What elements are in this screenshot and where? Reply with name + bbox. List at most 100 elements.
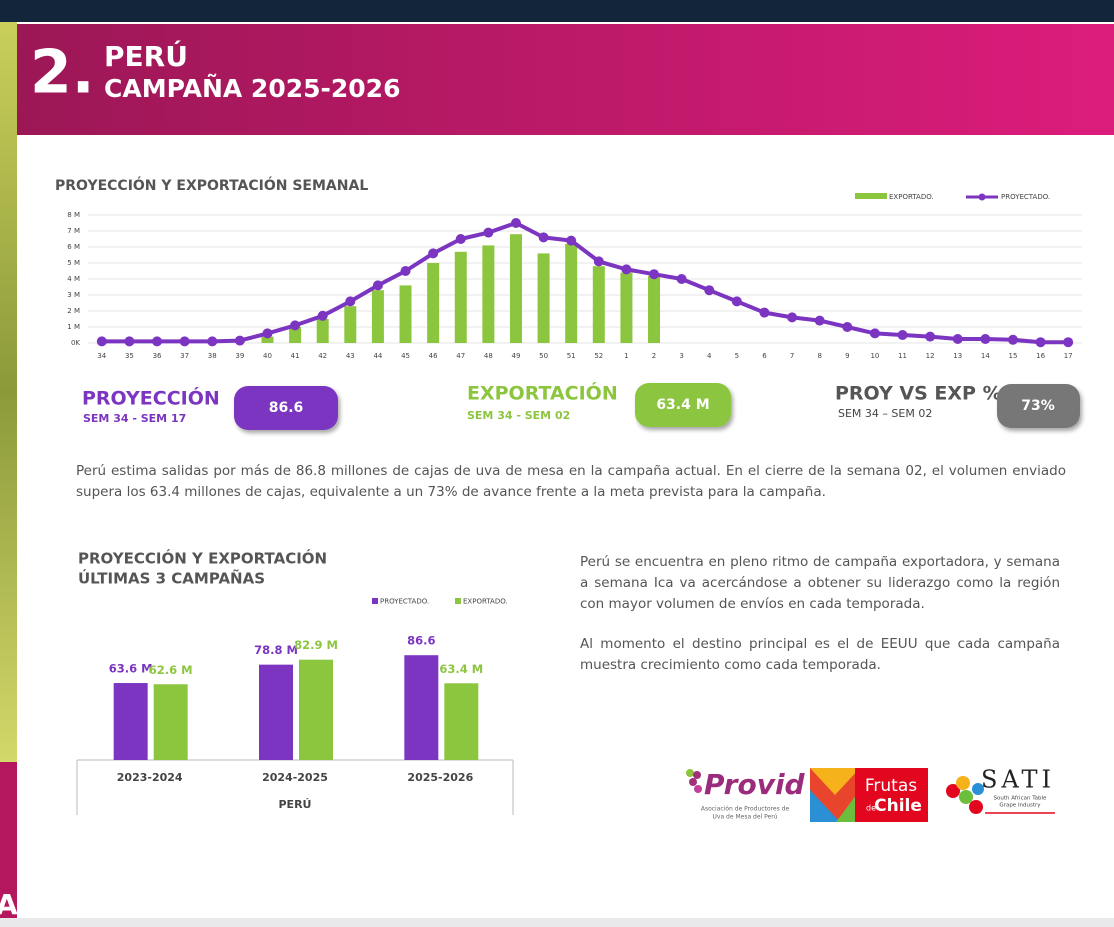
x-tick-label: 42: [318, 352, 327, 360]
kpi-label: EXPORTACIÓN: [467, 381, 618, 405]
kpi-value: 86.6: [269, 400, 304, 416]
line-point: [207, 336, 217, 346]
value-label: 86.6: [407, 634, 435, 648]
y-tick-label: 7 M: [67, 227, 80, 235]
x-tick-label: 15: [1009, 352, 1018, 360]
x-tick-label: 48: [484, 352, 493, 360]
kpi-period: SEM 34 - SEM 02: [467, 409, 570, 422]
x-tick-label: 3: [679, 352, 683, 360]
y-tick-label: 1 M: [67, 323, 80, 331]
logo-grape: [969, 800, 983, 814]
bar: [154, 684, 188, 760]
side-letter: A: [0, 888, 18, 921]
x-tick-label: 49: [512, 352, 521, 360]
logo-grape: [689, 778, 697, 786]
line-point: [842, 322, 852, 332]
summary: Perú estima salidas por más de 86.8 mill…: [76, 461, 1066, 503]
y-tick-label: 4 M: [67, 275, 80, 283]
x-tick-label: 2024-2025: [262, 771, 328, 784]
y-tick-label: 5 M: [67, 259, 80, 267]
line-point: [677, 274, 687, 284]
x-tick-label: 51: [567, 352, 576, 360]
line-point: [953, 334, 963, 344]
value-label: 63.6 M: [109, 662, 153, 676]
line-point: [345, 296, 355, 306]
x-tick-label: 39: [235, 352, 244, 360]
line-point: [594, 256, 604, 266]
x-axis-label: PERÚ: [279, 798, 312, 811]
side-photo: [0, 22, 17, 762]
legend-label: PROYECTADO.: [1001, 193, 1050, 201]
logo-sati: SATI: [981, 766, 1055, 794]
bar: [444, 683, 478, 760]
line-point: [704, 285, 714, 295]
bottom-bar: [0, 918, 1114, 927]
value-label: 78.8 M: [254, 643, 298, 657]
x-tick-label: 2: [652, 352, 656, 360]
y-tick-label: 8 M: [67, 211, 80, 219]
x-tick-label: 13: [953, 352, 962, 360]
x-tick-label: 14: [981, 352, 990, 360]
bar: [565, 244, 577, 343]
line-point: [180, 336, 190, 346]
line-point: [898, 330, 908, 340]
line-point: [483, 228, 493, 238]
x-tick-label: 5: [735, 352, 739, 360]
bar: [259, 665, 293, 760]
chart-title: PROYECCIÓN Y EXPORTACIÓN: [78, 549, 327, 568]
logo-text: Frutas: [865, 776, 917, 796]
bar: [427, 263, 439, 343]
bar: [455, 252, 467, 343]
x-tick-label: 2025-2026: [407, 771, 473, 784]
x-tick-label: 38: [208, 352, 217, 360]
line-point: [124, 336, 134, 346]
line-point: [787, 312, 797, 322]
x-tick-label: 45: [401, 352, 410, 360]
line-point: [732, 296, 742, 306]
page: A 2. PERÚ CAMPAÑA 2025-2026 PROYECCIÓN Y…: [0, 0, 1114, 927]
y-tick-label: 0K: [71, 339, 80, 347]
x-tick-label: 35: [125, 352, 134, 360]
bar: [114, 683, 148, 760]
legend-label: EXPORTADO.: [463, 598, 508, 606]
x-tick-label: 16: [1036, 352, 1045, 360]
x-tick-label: 41: [291, 352, 300, 360]
bar: [372, 290, 384, 343]
logo-grape: [693, 771, 701, 779]
x-tick-label: 44: [373, 352, 382, 360]
y-tick-label: 2 M: [67, 307, 80, 315]
line-point: [980, 334, 990, 344]
x-tick-label: 6: [762, 352, 767, 360]
line-point: [290, 320, 300, 330]
x-tick-label: 46: [429, 352, 438, 360]
y-tick-label: 3 M: [67, 291, 80, 299]
line-point: [566, 236, 576, 246]
bar: [510, 234, 522, 343]
logo-caption: Grape Industry: [999, 803, 1041, 809]
x-tick-label: 47: [456, 352, 465, 360]
bar: [482, 245, 494, 343]
x-tick-label: 2023-2024: [117, 771, 183, 784]
header-campaign: CAMPAÑA 2025-2026: [104, 74, 400, 103]
header-number: 2.: [30, 38, 95, 108]
kpi-label: PROY VS EXP %: [835, 383, 1002, 405]
line-point: [511, 218, 521, 228]
line-point: [815, 316, 825, 326]
line-point: [649, 269, 659, 279]
value-label: 62.6 M: [149, 663, 193, 677]
line-point: [262, 328, 272, 338]
bar: [344, 306, 356, 343]
line-point: [152, 336, 162, 346]
x-tick-label: 10: [870, 352, 879, 360]
bar: [400, 285, 412, 343]
line-point: [759, 308, 769, 318]
chart-subtitle: ÚLTIMAS 3 CAMPAÑAS: [78, 569, 265, 588]
x-tick-label: 11: [898, 352, 907, 360]
logo-provid: Provid: [704, 768, 806, 801]
bar: [648, 276, 660, 343]
line-point: [1036, 337, 1046, 347]
line-point: [539, 232, 549, 242]
line-point: [1008, 335, 1018, 345]
line-point: [97, 336, 107, 346]
kpi-period: SEM 34 - SEM 17: [83, 412, 186, 425]
